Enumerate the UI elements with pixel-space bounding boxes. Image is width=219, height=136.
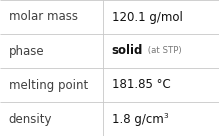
Text: 1.8 g/cm: 1.8 g/cm	[112, 112, 163, 126]
Text: 120.1 g/mol: 120.1 g/mol	[112, 10, 183, 24]
Text: density: density	[9, 112, 52, 126]
Text: phase: phase	[9, 44, 44, 58]
Text: 3: 3	[163, 113, 168, 119]
Text: (at STP): (at STP)	[145, 47, 182, 55]
Text: solid: solid	[112, 44, 143, 58]
Text: melting point: melting point	[9, 78, 88, 92]
Text: 181.85 °C: 181.85 °C	[112, 78, 170, 92]
Text: molar mass: molar mass	[9, 10, 78, 24]
